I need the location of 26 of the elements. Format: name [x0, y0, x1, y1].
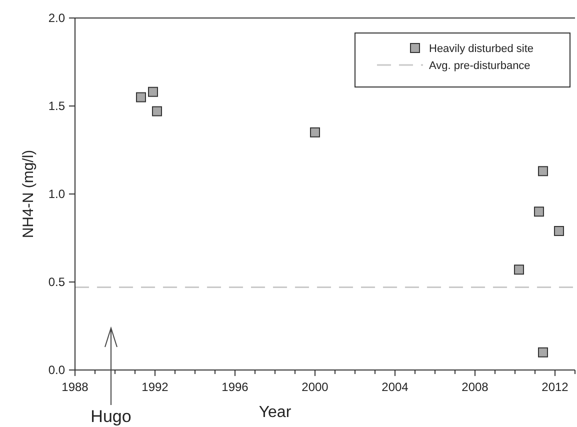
y-tick-label: 1.0 — [48, 187, 66, 201]
point — [538, 347, 548, 358]
x-tick-label: 1988 — [62, 380, 89, 394]
y-tick-label: 0.0 — [48, 363, 66, 377]
point — [538, 166, 548, 176]
point — [534, 206, 544, 217]
x-tick-label: 2000 — [302, 380, 329, 394]
point — [152, 106, 162, 116]
y-tick-label: 0.5 — [48, 275, 66, 289]
x-tick-label: 2004 — [382, 380, 409, 394]
text: Hugo — [90, 407, 132, 426]
point — [554, 226, 564, 236]
x-axis-title: Year — [258, 404, 292, 421]
y-tick-label: 1.5 — [48, 99, 66, 113]
point — [136, 92, 146, 102]
legend-label: Heavily disturbed site — [429, 43, 534, 55]
x-tick-label: 2012 — [542, 380, 569, 394]
y-tick-label: 2.0 — [48, 11, 66, 25]
point — [148, 86, 158, 97]
x-tick-label: 1992 — [142, 380, 169, 394]
legend-label: Avg. pre-disturbance — [429, 60, 530, 72]
x-tick-label: 2008 — [462, 380, 489, 394]
y-axis-title: NH4-N (mg/l) — [20, 150, 37, 238]
point — [514, 264, 524, 275]
x-tick-label: 1996 — [222, 380, 249, 394]
point — [310, 127, 320, 138]
